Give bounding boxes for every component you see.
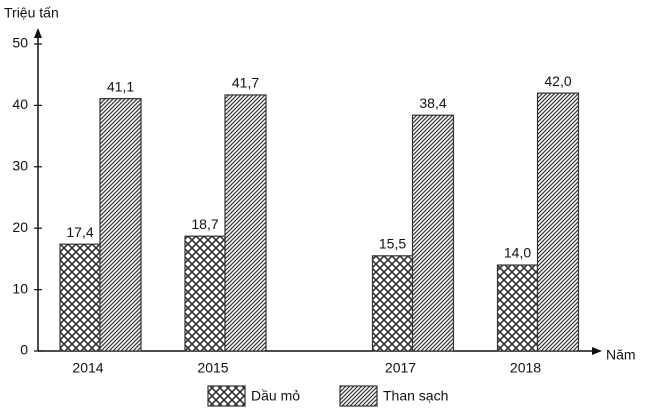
y-tick-label: 20 — [12, 219, 28, 235]
bar — [224, 94, 267, 352]
bar — [184, 235, 226, 352]
x-axis-arrow — [592, 347, 602, 355]
x-tick-label: 2017 — [385, 360, 416, 376]
x-axis-label: Năm — [606, 347, 636, 363]
y-tick-label: 10 — [12, 280, 28, 296]
bar — [371, 255, 414, 352]
bar — [99, 98, 142, 352]
y-axis-label: Triệu tấn — [4, 5, 59, 21]
y-tick-label: 50 — [12, 35, 28, 51]
value-label: 17,4 — [66, 224, 93, 240]
legend-swatch — [207, 385, 246, 407]
value-label: 18,7 — [191, 216, 218, 232]
value-label: 15,5 — [379, 236, 406, 252]
y-tick-label: 30 — [12, 158, 28, 174]
value-label: 14,0 — [504, 245, 531, 261]
value-label: 41,7 — [232, 75, 259, 91]
bar — [536, 92, 580, 352]
y-tick-label: 0 — [20, 342, 28, 358]
legend-label: Than sạch — [383, 388, 448, 404]
legend-swatch — [339, 385, 378, 407]
value-label: 38,4 — [419, 95, 446, 111]
value-label: 41,1 — [107, 78, 134, 94]
bar — [59, 243, 101, 352]
bar — [411, 114, 455, 352]
legend-label: Dầu mỏ — [251, 388, 300, 404]
y-tick-label: 40 — [12, 96, 28, 112]
value-label: 42,0 — [544, 73, 571, 89]
x-tick-label: 2014 — [72, 360, 103, 376]
bar — [496, 264, 539, 352]
x-tick-label: 2015 — [197, 360, 228, 376]
y-axis-arrow — [34, 28, 42, 38]
x-tick-label: 2018 — [510, 360, 541, 376]
